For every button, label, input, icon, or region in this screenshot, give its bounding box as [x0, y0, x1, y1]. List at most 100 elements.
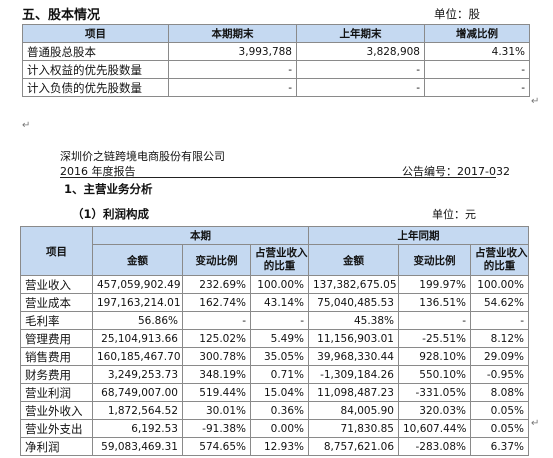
prior-change: 320.03% — [398, 401, 471, 420]
company-name: 深圳价之链跨境电商股份有限公司 — [60, 150, 225, 163]
current-amount: 457,059,902.49 — [92, 275, 183, 294]
profit-col-cur-amount: 金额 — [92, 244, 183, 276]
prior-amount: 39,968,330.44 — [308, 347, 399, 366]
equity-col-current: 本期期末 — [168, 24, 297, 43]
prior-change: 550.10% — [398, 365, 471, 384]
equity-unit: 单位：股 — [434, 7, 480, 21]
prior-share: -0.95% — [470, 365, 529, 384]
current-share: 5.49% — [250, 329, 309, 348]
current-amount: 197,163,214.01 — [92, 293, 183, 312]
prior-share: 54.62% — [470, 293, 529, 312]
announcement-number: 公告编号：2017-032 — [402, 165, 510, 178]
prior-change: 928.10% — [398, 347, 471, 366]
current-change: 300.78% — [182, 347, 251, 366]
prior-amount: 75,040,485.53 — [308, 293, 399, 312]
profit-col-pri-share-line2: 的比重 — [483, 260, 516, 272]
profit-col-cur-change: 变动比例 — [182, 244, 251, 276]
row-label: 营业利润 — [20, 383, 93, 402]
prior-share: 6.37% — [470, 437, 529, 456]
current-amount: 56.86% — [92, 311, 183, 330]
prior-amount: 137,382,675.05 — [308, 275, 399, 294]
current-change: - — [182, 311, 251, 330]
current-change: 348.19% — [182, 365, 251, 384]
prior-share: 0.05% — [470, 419, 529, 438]
profit-col-pri-share-line1: 占营业收入 — [475, 247, 528, 259]
current-amount: 68,749,007.00 — [92, 383, 183, 402]
prior-change: 136.51% — [398, 293, 471, 312]
prior-amount: 11,156,903.01 — [308, 329, 399, 348]
main-business-title: 1、主营业务分析 — [64, 182, 153, 196]
profit-period-current: 本期 — [92, 226, 309, 245]
prior-amount: 71,830.85 — [308, 419, 399, 438]
profit-table-header-row1: 项目 本期 上年同期 — [20, 226, 529, 276]
equity-col-prior: 上年期末 — [296, 24, 425, 43]
row-label: 普通股总股本 — [22, 42, 169, 61]
profit-col-pri-change: 变动比例 — [398, 244, 471, 276]
profit-unit: 单位：元 — [432, 208, 476, 221]
row-label: 管理费用 — [20, 329, 93, 348]
current-value: - — [168, 60, 297, 79]
current-change: 30.01% — [182, 401, 251, 420]
table-row: 营业利润 68,749,007.00 519.44% 15.04% 11,098,487… — [20, 383, 529, 402]
prior-amount: 45.38% — [308, 311, 399, 330]
table-row: 营业外收入 1,872,564.52 30.01% 0.36% 84,005.90 320… — [20, 401, 529, 420]
prior-value: - — [296, 78, 425, 97]
current-share: 12.93% — [250, 437, 309, 456]
current-share: - — [250, 311, 309, 330]
profit-table: 项目 本期 上年同期 金额 变动比例 占营业收入 的比重 金额 变动比例 占营业收… — [20, 226, 529, 456]
table-row: 毛利率 56.86% - -45.38% - - — [20, 311, 529, 330]
equity-col-item: 项目 — [22, 24, 169, 43]
table-row: 普通股总股本 3,993,788 3,828,908 4.31% — [22, 42, 530, 61]
table-row: 营业收入 457,059,902.49 232.69% 100.00% 137,382,… — [20, 275, 529, 294]
prior-amount: 8,757,621.06 — [308, 437, 399, 456]
header-rule — [60, 177, 496, 178]
current-share: 0.36% — [250, 401, 309, 420]
row-label: 营业成本 — [20, 293, 93, 312]
prior-change: 10,607.44% — [398, 419, 471, 438]
current-change: 574.65% — [182, 437, 251, 456]
row-label: 营业外支出 — [20, 419, 93, 438]
profit-structure-title: （1）利润构成 — [72, 207, 150, 221]
profit-period-prior: 上年同期 — [308, 226, 529, 245]
current-amount: 3,249,253.73 — [92, 365, 183, 384]
prior-share: 8.08% — [470, 383, 529, 402]
profit-col-cur-share-line2: 的比重 — [263, 260, 296, 272]
current-share: 35.05% — [250, 347, 309, 366]
change-value: - — [424, 78, 530, 97]
return-mark: ↵ — [531, 418, 540, 429]
report-name: 2016 年度报告 — [60, 165, 136, 178]
row-label: 计入负债的优先股数量 — [22, 78, 169, 97]
prior-change: -331.05% — [398, 383, 471, 402]
prior-share: 0.05% — [470, 401, 529, 420]
row-label: 净利润 — [20, 437, 93, 456]
profit-col-pri-amount: 金额 — [308, 244, 399, 276]
change-value: - — [424, 60, 530, 79]
row-label: 毛利率 — [20, 311, 93, 330]
profit-col-cur-share: 占营业收入 的比重 — [250, 244, 309, 276]
current-change: 519.44% — [182, 383, 251, 402]
current-amount: 25,104,913.66 — [92, 329, 183, 348]
equity-section-title: 五、股本情况 — [22, 8, 101, 23]
prior-change: - — [398, 311, 471, 330]
current-amount: 1,872,564.52 — [92, 401, 183, 420]
row-label: 营业收入 — [20, 275, 93, 294]
prior-share: 8.12% — [470, 329, 529, 348]
table-row: 计入权益的优先股数量 - - - — [22, 60, 530, 79]
table-row: 营业成本 197,163,214.01 162.74% 43.14% 75,040,48… — [20, 293, 529, 312]
table-row: 计入负债的优先股数量 - - - — [22, 78, 530, 97]
profit-col-item: 项目 — [20, 226, 93, 276]
table-row: 净利润 59,083,469.31 574.65% 12.93% 8,757,621.0… — [20, 437, 529, 456]
current-share: 15.04% — [250, 383, 309, 402]
prior-share: - — [470, 311, 529, 330]
row-label: 计入权益的优先股数量 — [22, 60, 169, 79]
current-amount: 59,083,469.31 — [92, 437, 183, 456]
current-share: 100.00% — [250, 275, 309, 294]
profit-col-cur-share-line1: 占营业收入 — [255, 247, 308, 259]
prior-share: 100.00% — [470, 275, 529, 294]
table-row: 管理费用 25,104,913.66 125.02% 5.49% 11,156,903.… — [20, 329, 529, 348]
table-row: 营业外支出 6,192.53 -91.38% 0.00% 71,830.85 10,607… — [20, 419, 529, 438]
prior-amount: 84,005.90 — [308, 401, 399, 420]
current-share: 43.14% — [250, 293, 309, 312]
profit-col-pri-share: 占营业收入 的比重 — [470, 244, 529, 276]
table-row: 财务费用 3,249,253.73 348.19% 0.71% -1,309,184.2… — [20, 365, 529, 384]
